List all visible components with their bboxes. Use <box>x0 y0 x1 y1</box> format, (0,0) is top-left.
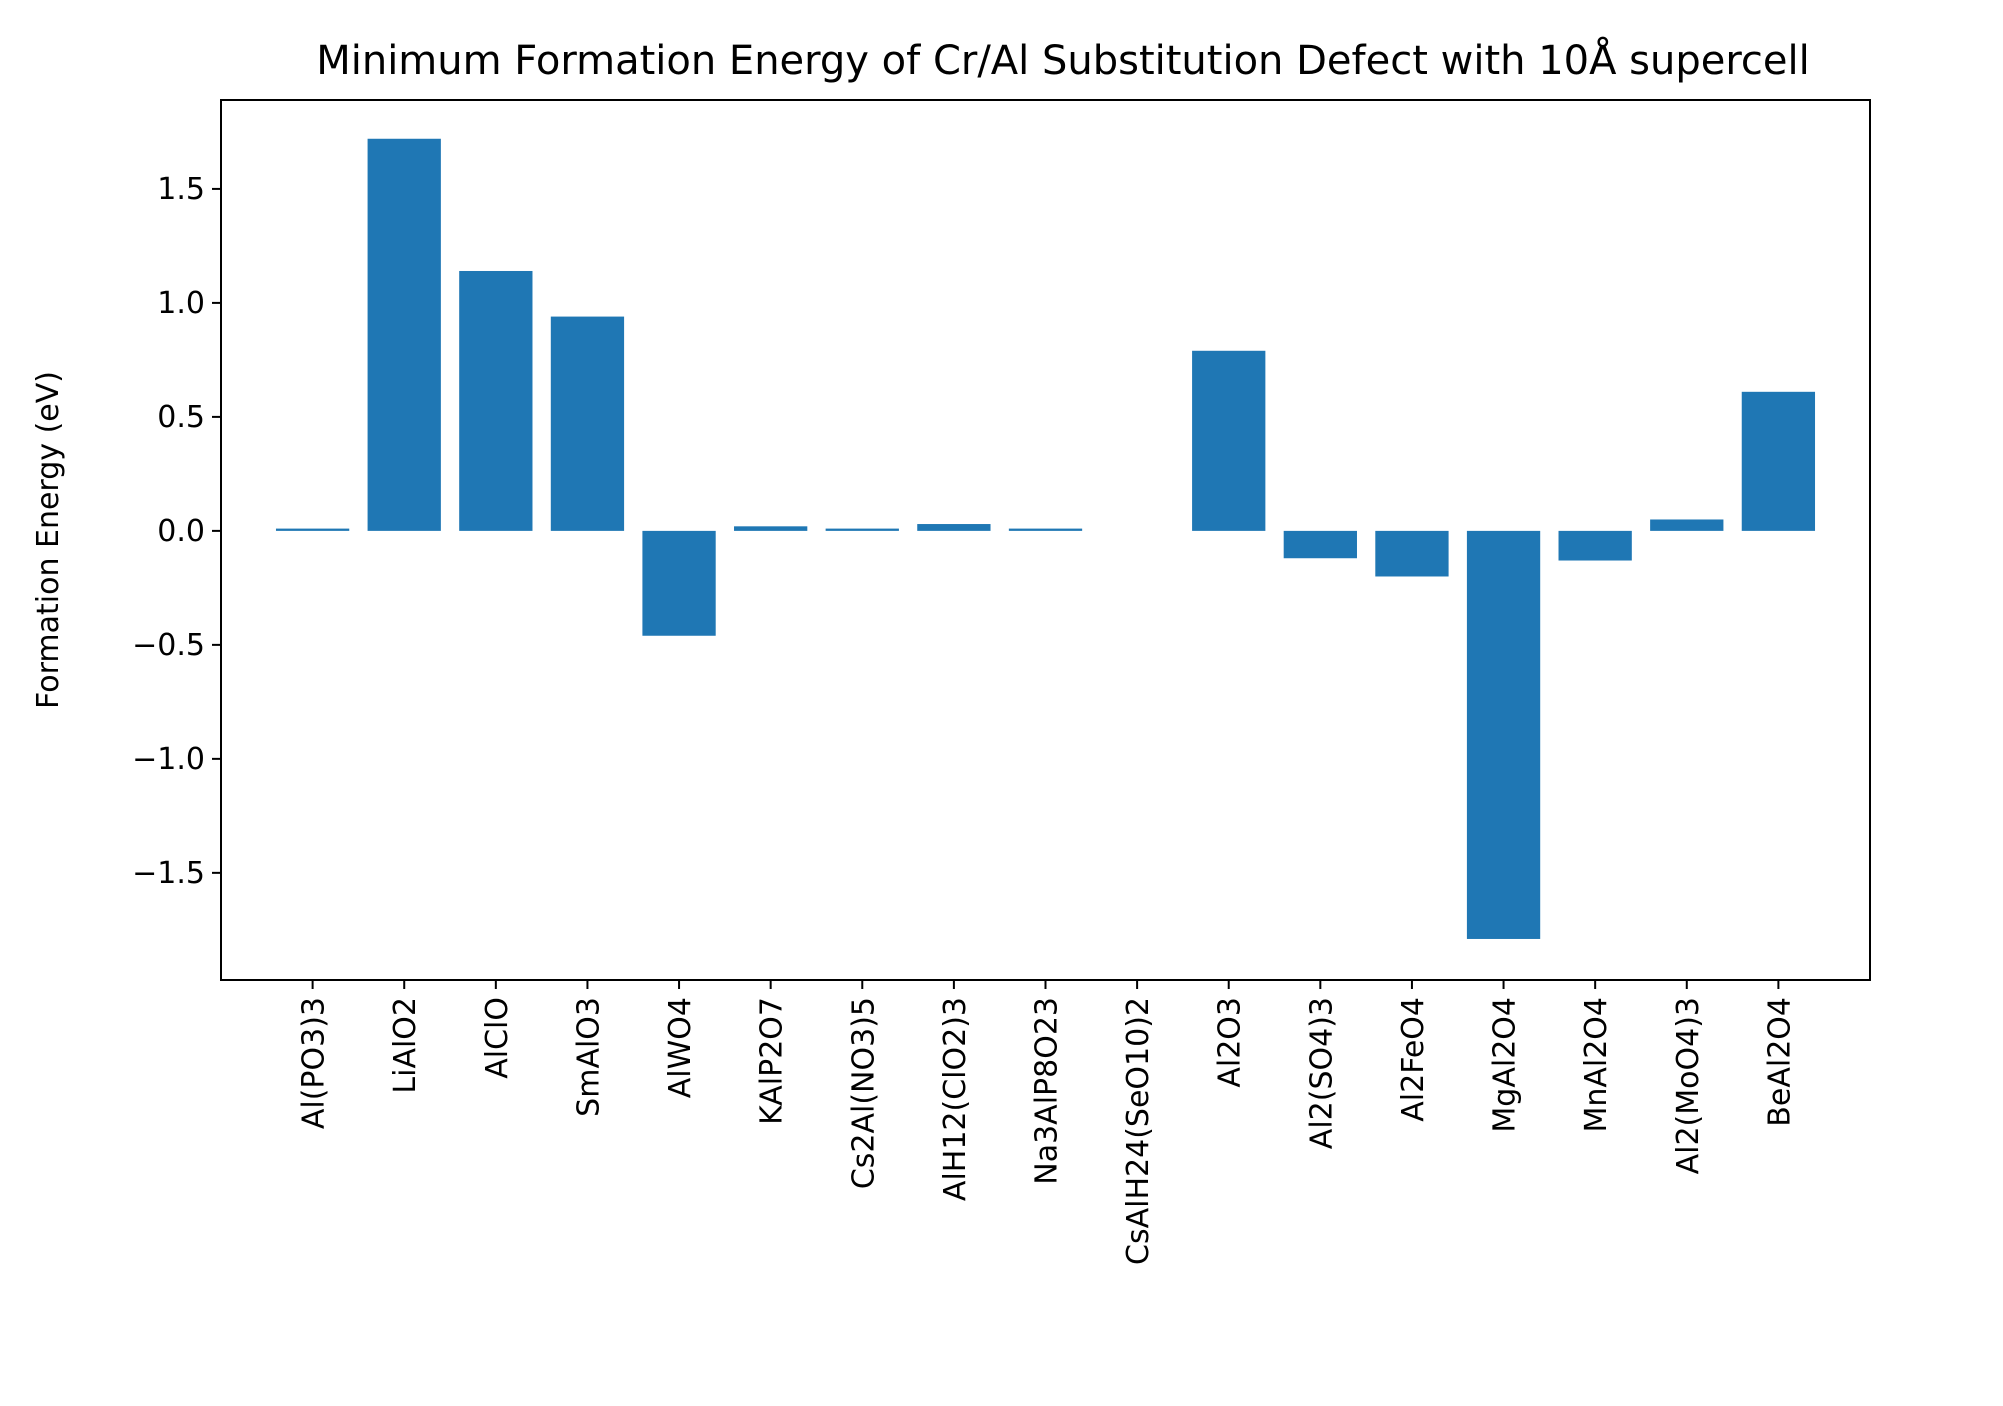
x-tick-label: SmAlO3 <box>571 997 606 1117</box>
bar-11 <box>1283 530 1357 559</box>
bar-15 <box>1650 519 1724 531</box>
y-tick-label: −0.5 <box>132 628 205 663</box>
bar-10 <box>1192 350 1266 531</box>
x-tick-label: Al2FeO4 <box>1396 997 1431 1122</box>
bar-1 <box>367 138 441 531</box>
bar-0 <box>275 528 350 531</box>
x-tick-label: MnAl2O4 <box>1579 997 1614 1133</box>
x-tick-label: Al2(MoO4)3 <box>1671 997 1706 1174</box>
bar-8 <box>1008 528 1083 531</box>
y-tick-label: −1.0 <box>132 742 205 777</box>
x-tick-label: Na3AlP8O23 <box>1030 997 1065 1185</box>
x-tick-label: AlWO4 <box>663 997 698 1098</box>
bar-2 <box>459 270 533 531</box>
bar-14 <box>1558 530 1632 561</box>
y-axis-label: Formation Energy (eV) <box>31 371 66 709</box>
plot-frame <box>220 99 1871 981</box>
x-tick-label: BeAl2O4 <box>1762 997 1797 1127</box>
x-tick-label: KAlP2O7 <box>755 997 790 1125</box>
chart-title: Minimum Formation Energy of Cr/Al Substi… <box>316 36 1810 84</box>
y-tick-label: 1.0 <box>157 286 205 321</box>
y-tick-label: 0.0 <box>157 514 205 549</box>
x-tick-label: MgAl2O4 <box>1488 997 1523 1133</box>
y-tick-label: −1.5 <box>132 856 205 891</box>
x-tick-label: Al(PO3)3 <box>297 997 332 1129</box>
y-tick-label: 1.5 <box>157 172 205 207</box>
bar-4 <box>642 530 716 636</box>
x-axis: Al(PO3)3 LiAlO2 AlClO SmAlO3 AlWO4 KAlP2O7 Cs2… <box>297 980 1797 1265</box>
bar-12 <box>1375 530 1449 577</box>
x-tick-label: AlH12(ClO2)3 <box>938 997 973 1201</box>
bar-5 <box>734 526 808 531</box>
bar-13 <box>1466 530 1541 939</box>
y-tick-label: 0.5 <box>157 400 205 435</box>
x-tick-label: LiAlO2 <box>388 997 423 1094</box>
bar-7 <box>917 524 991 531</box>
x-tick-label: Cs2Al(NO3)5 <box>846 997 881 1189</box>
bar-6 <box>825 528 899 531</box>
y-axis: −1.5 −1.0 −0.5 0.0 0.5 1.0 1.5 <box>132 172 221 891</box>
bars <box>275 138 1816 939</box>
x-tick-label: Al2O3 <box>1213 997 1248 1088</box>
x-tick-label: CsAlH24(SeO10)2 <box>1121 997 1156 1265</box>
bar-3 <box>550 316 625 531</box>
bar-16 <box>1741 391 1816 531</box>
x-tick-label: Al2(SO4)3 <box>1304 997 1339 1149</box>
x-tick-label: AlClO <box>480 997 515 1079</box>
